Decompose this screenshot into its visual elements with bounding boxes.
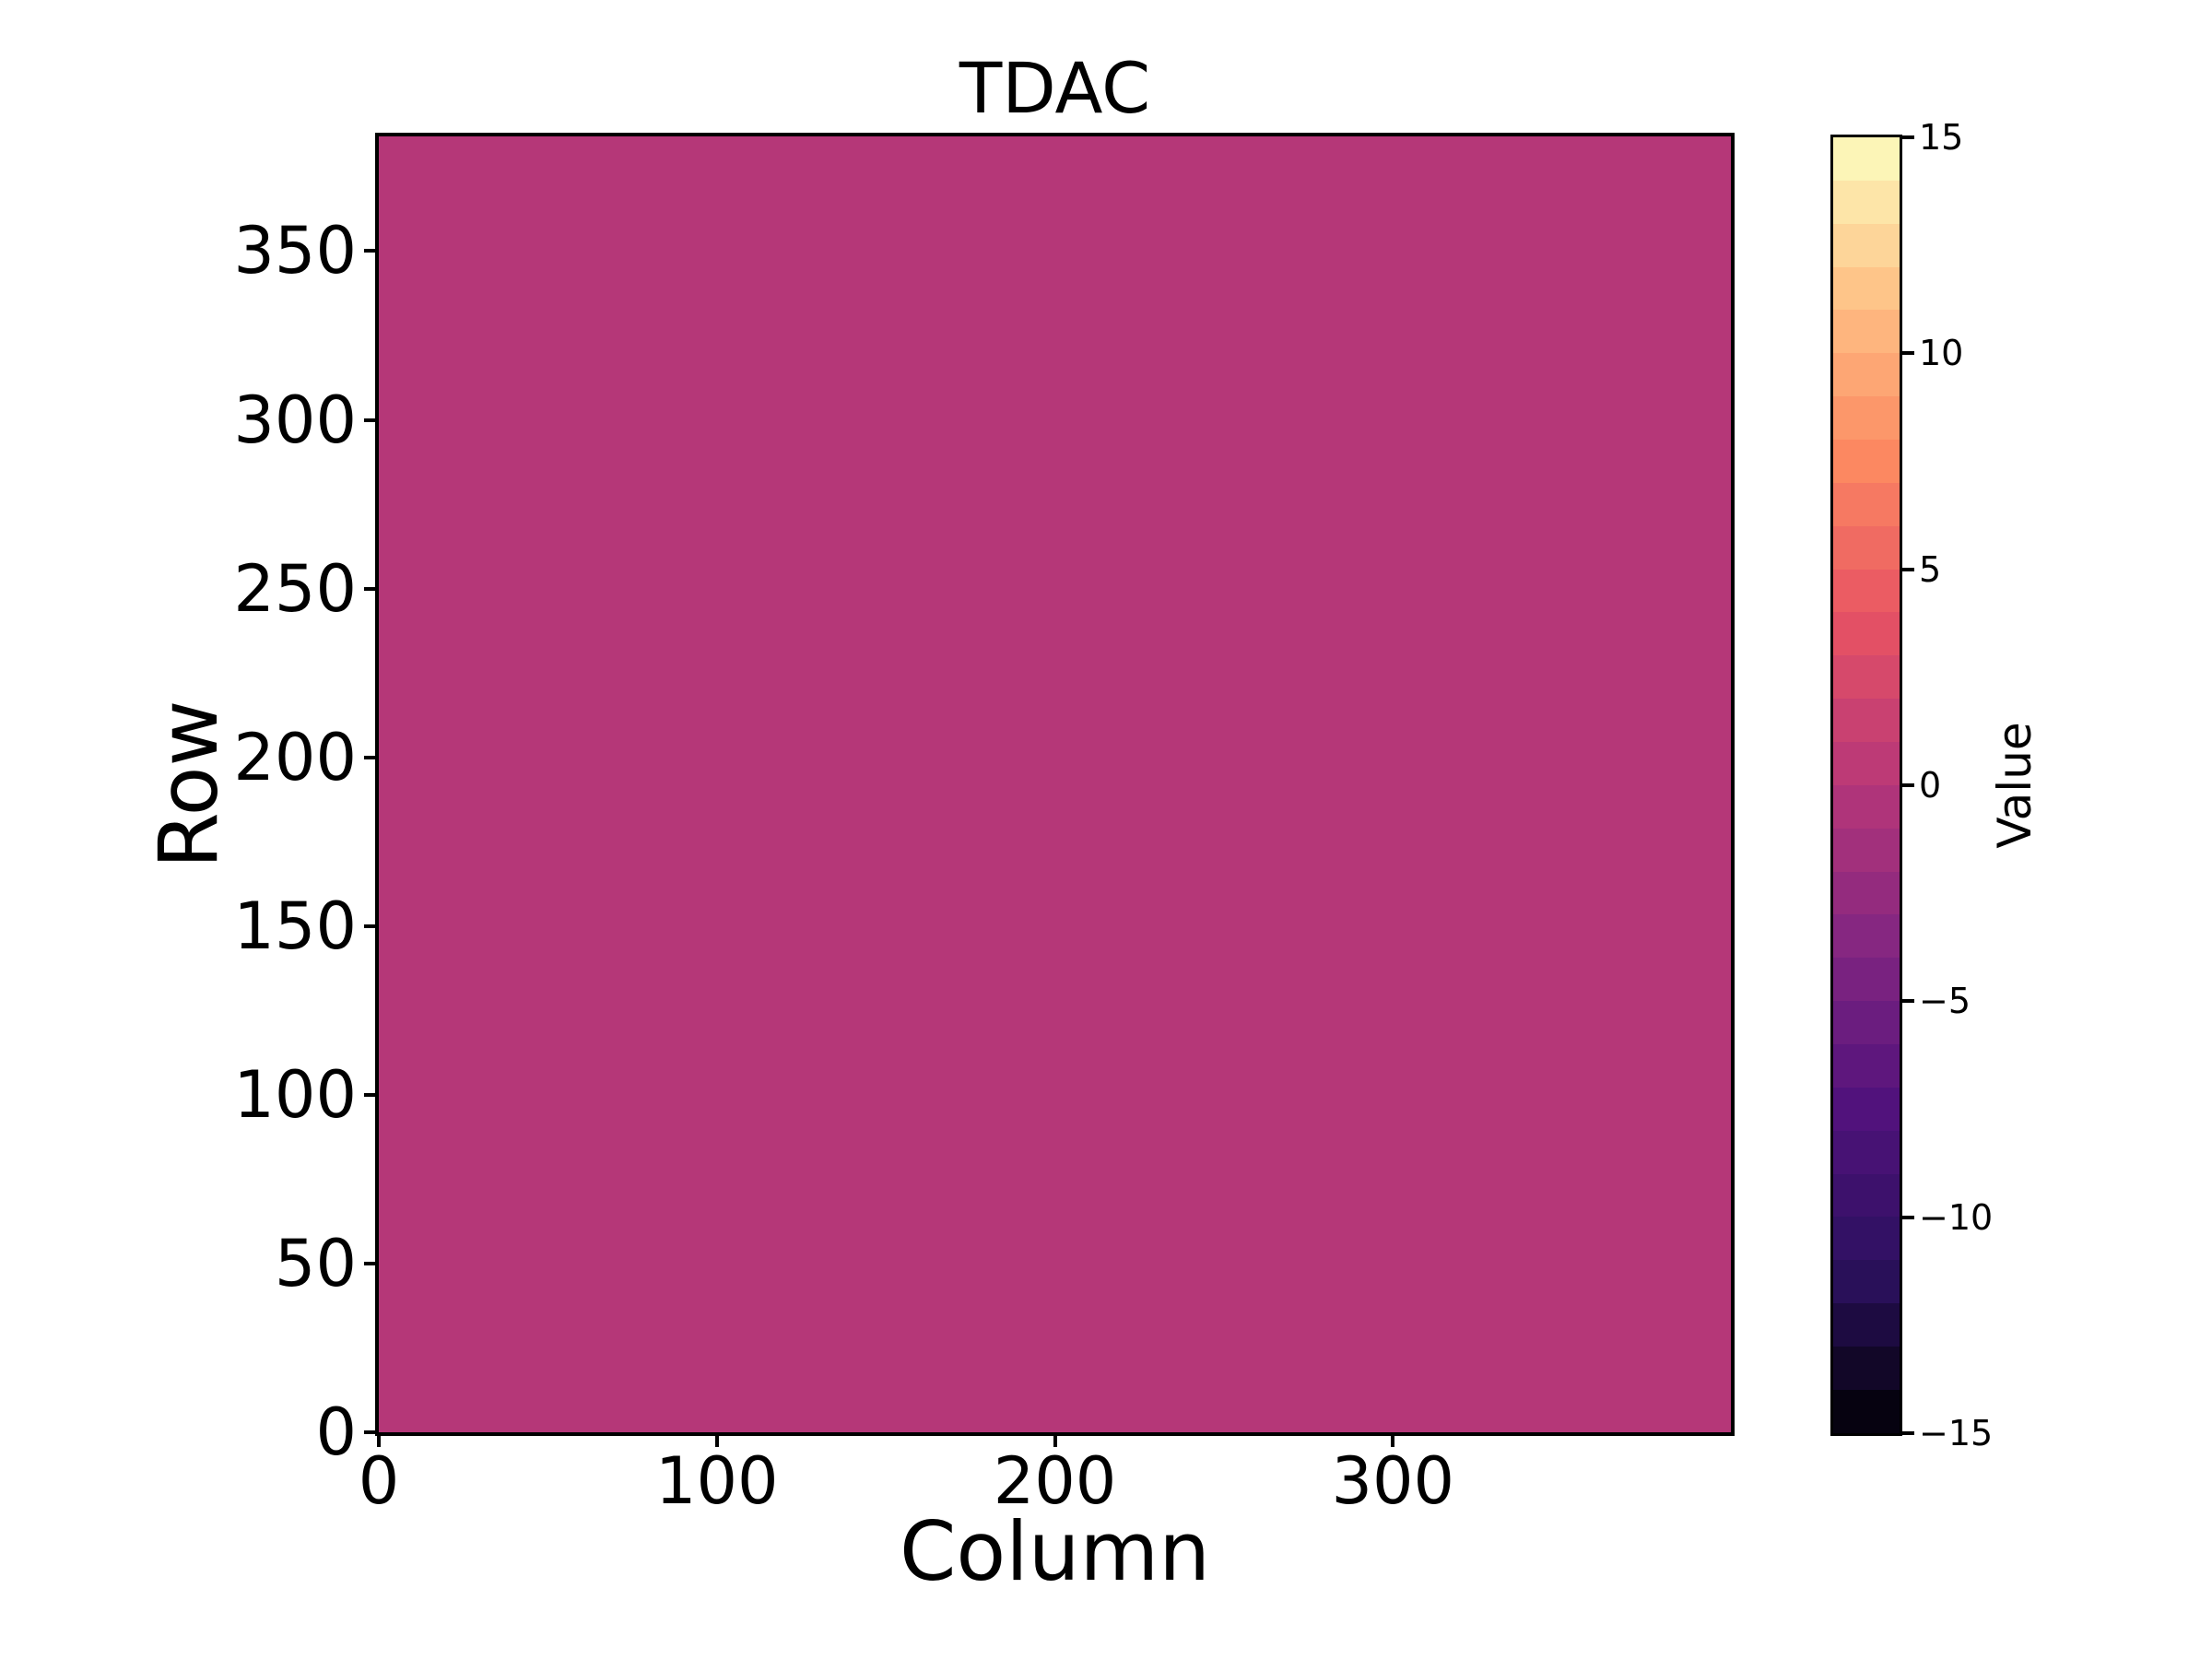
x-tick-label: 0 <box>358 1443 400 1519</box>
colorbar-segment <box>1833 612 1900 656</box>
x-tick-label: 300 <box>1331 1443 1455 1519</box>
y-tick-label: 300 <box>233 382 357 458</box>
x-tick-mark <box>1053 1436 1057 1447</box>
y-tick-label: 200 <box>233 719 357 795</box>
y-axis-label: Row <box>141 700 236 869</box>
colorbar-segment <box>1833 1260 1900 1304</box>
colorbar-segment <box>1833 440 1900 483</box>
colorbar-tick-mark <box>1902 1215 1914 1219</box>
y-tick-mark <box>364 418 375 422</box>
colorbar-tick-mark <box>1902 351 1914 356</box>
colorbar-segment <box>1833 1001 1900 1045</box>
y-tick-label: 100 <box>233 1056 357 1133</box>
colorbar-tick-label: −15 <box>1919 1413 1994 1453</box>
colorbar-tick-mark <box>1902 783 1914 787</box>
colorbar-tick-label: −5 <box>1919 981 1971 1022</box>
colorbar-segment <box>1833 1044 1900 1088</box>
y-tick-mark <box>364 586 375 591</box>
colorbar-segment <box>1833 396 1900 441</box>
y-tick-label: 50 <box>274 1225 357 1301</box>
colorbar-segment <box>1833 482 1900 526</box>
x-tick-label: 200 <box>993 1443 1117 1519</box>
colorbar <box>1830 135 1902 1436</box>
x-tick-label: 100 <box>654 1443 779 1519</box>
y-tick-mark <box>364 1092 375 1097</box>
colorbar-tick-label: −10 <box>1919 1196 1994 1238</box>
colorbar-segment <box>1833 353 1900 397</box>
colorbar-segment <box>1833 958 1900 1002</box>
y-tick-mark <box>364 1430 375 1434</box>
colorbar-segment <box>1833 266 1900 311</box>
colorbar-segment <box>1833 1087 1900 1131</box>
colorbar-tick-mark <box>1902 1431 1914 1435</box>
colorbar-segment <box>1833 569 1900 613</box>
colorbar-label: Value <box>1988 722 2041 849</box>
colorbar-segment <box>1833 828 1900 872</box>
y-tick-mark <box>364 924 375 928</box>
y-tick-label: 350 <box>233 213 357 289</box>
x-tick-mark <box>1391 1436 1395 1447</box>
colorbar-tick-label: 0 <box>1919 765 1942 806</box>
colorbar-segment <box>1833 1303 1900 1347</box>
y-tick-label: 150 <box>233 888 357 964</box>
y-tick-label: 250 <box>233 550 357 627</box>
colorbar-segment <box>1833 655 1900 700</box>
colorbar-segment <box>1833 180 1900 224</box>
colorbar-segment <box>1833 223 1900 267</box>
y-tick-mark <box>364 1261 375 1265</box>
colorbar-segment <box>1833 871 1900 915</box>
colorbar-segment <box>1833 137 1900 181</box>
colorbar-segment <box>1833 525 1900 570</box>
colorbar-tick-mark <box>1902 135 1914 139</box>
colorbar-segment <box>1833 1217 1900 1261</box>
colorbar-tick-label: 5 <box>1919 548 1942 590</box>
y-tick-label: 0 <box>315 1394 357 1470</box>
colorbar-tick-mark <box>1902 567 1914 571</box>
colorbar-segment <box>1833 742 1900 785</box>
colorbar-tick-label: 10 <box>1919 333 1964 374</box>
colorbar-segment <box>1833 1347 1900 1390</box>
colorbar-segment <box>1833 699 1900 743</box>
heatmap-plot-area <box>375 133 1735 1436</box>
colorbar-segment <box>1833 1389 1900 1433</box>
colorbar-tick-mark <box>1902 999 1914 1004</box>
colorbar-segment <box>1833 784 1900 829</box>
y-tick-mark <box>364 755 375 759</box>
x-axis-label: Column <box>899 1504 1210 1599</box>
colorbar-tick-label: 15 <box>1919 117 1964 158</box>
y-tick-mark <box>364 249 375 253</box>
colorbar-segment <box>1833 1173 1900 1218</box>
colorbar-segment <box>1833 914 1900 959</box>
x-tick-mark <box>377 1436 381 1447</box>
colorbar-segment <box>1833 310 1900 354</box>
colorbar-segment <box>1833 1130 1900 1174</box>
chart-title: TDAC <box>959 47 1151 129</box>
x-tick-mark <box>714 1436 719 1447</box>
